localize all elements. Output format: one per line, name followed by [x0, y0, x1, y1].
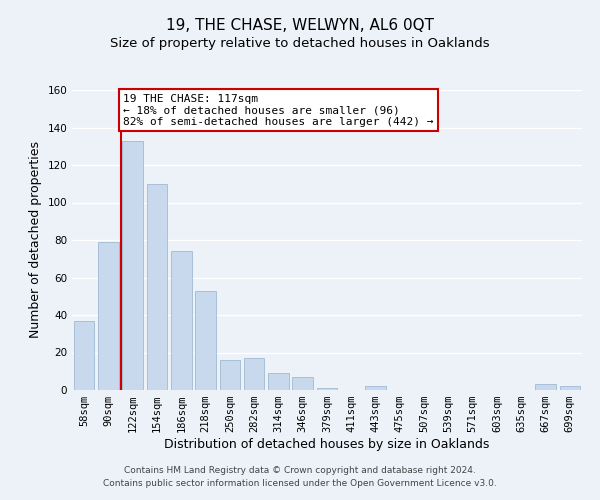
X-axis label: Distribution of detached houses by size in Oaklands: Distribution of detached houses by size …	[164, 438, 490, 451]
Bar	[244, 358, 265, 390]
Bar	[195, 290, 216, 390]
Bar	[365, 386, 386, 390]
Bar	[317, 388, 337, 390]
Text: 19 THE CHASE: 117sqm
← 18% of detached houses are smaller (96)
82% of semi-detac: 19 THE CHASE: 117sqm ← 18% of detached h…	[123, 94, 433, 127]
Bar	[220, 360, 240, 390]
Y-axis label: Number of detached properties: Number of detached properties	[29, 142, 42, 338]
Bar	[560, 386, 580, 390]
Text: Contains HM Land Registry data © Crown copyright and database right 2024.
Contai: Contains HM Land Registry data © Crown c…	[103, 466, 497, 487]
Bar	[98, 242, 119, 390]
Text: Size of property relative to detached houses in Oaklands: Size of property relative to detached ho…	[110, 38, 490, 51]
Bar	[171, 251, 191, 390]
Bar	[268, 373, 289, 390]
Bar	[146, 184, 167, 390]
Bar	[122, 140, 143, 390]
Text: 19, THE CHASE, WELWYN, AL6 0QT: 19, THE CHASE, WELWYN, AL6 0QT	[166, 18, 434, 32]
Bar	[535, 384, 556, 390]
Bar	[74, 320, 94, 390]
Bar	[292, 377, 313, 390]
